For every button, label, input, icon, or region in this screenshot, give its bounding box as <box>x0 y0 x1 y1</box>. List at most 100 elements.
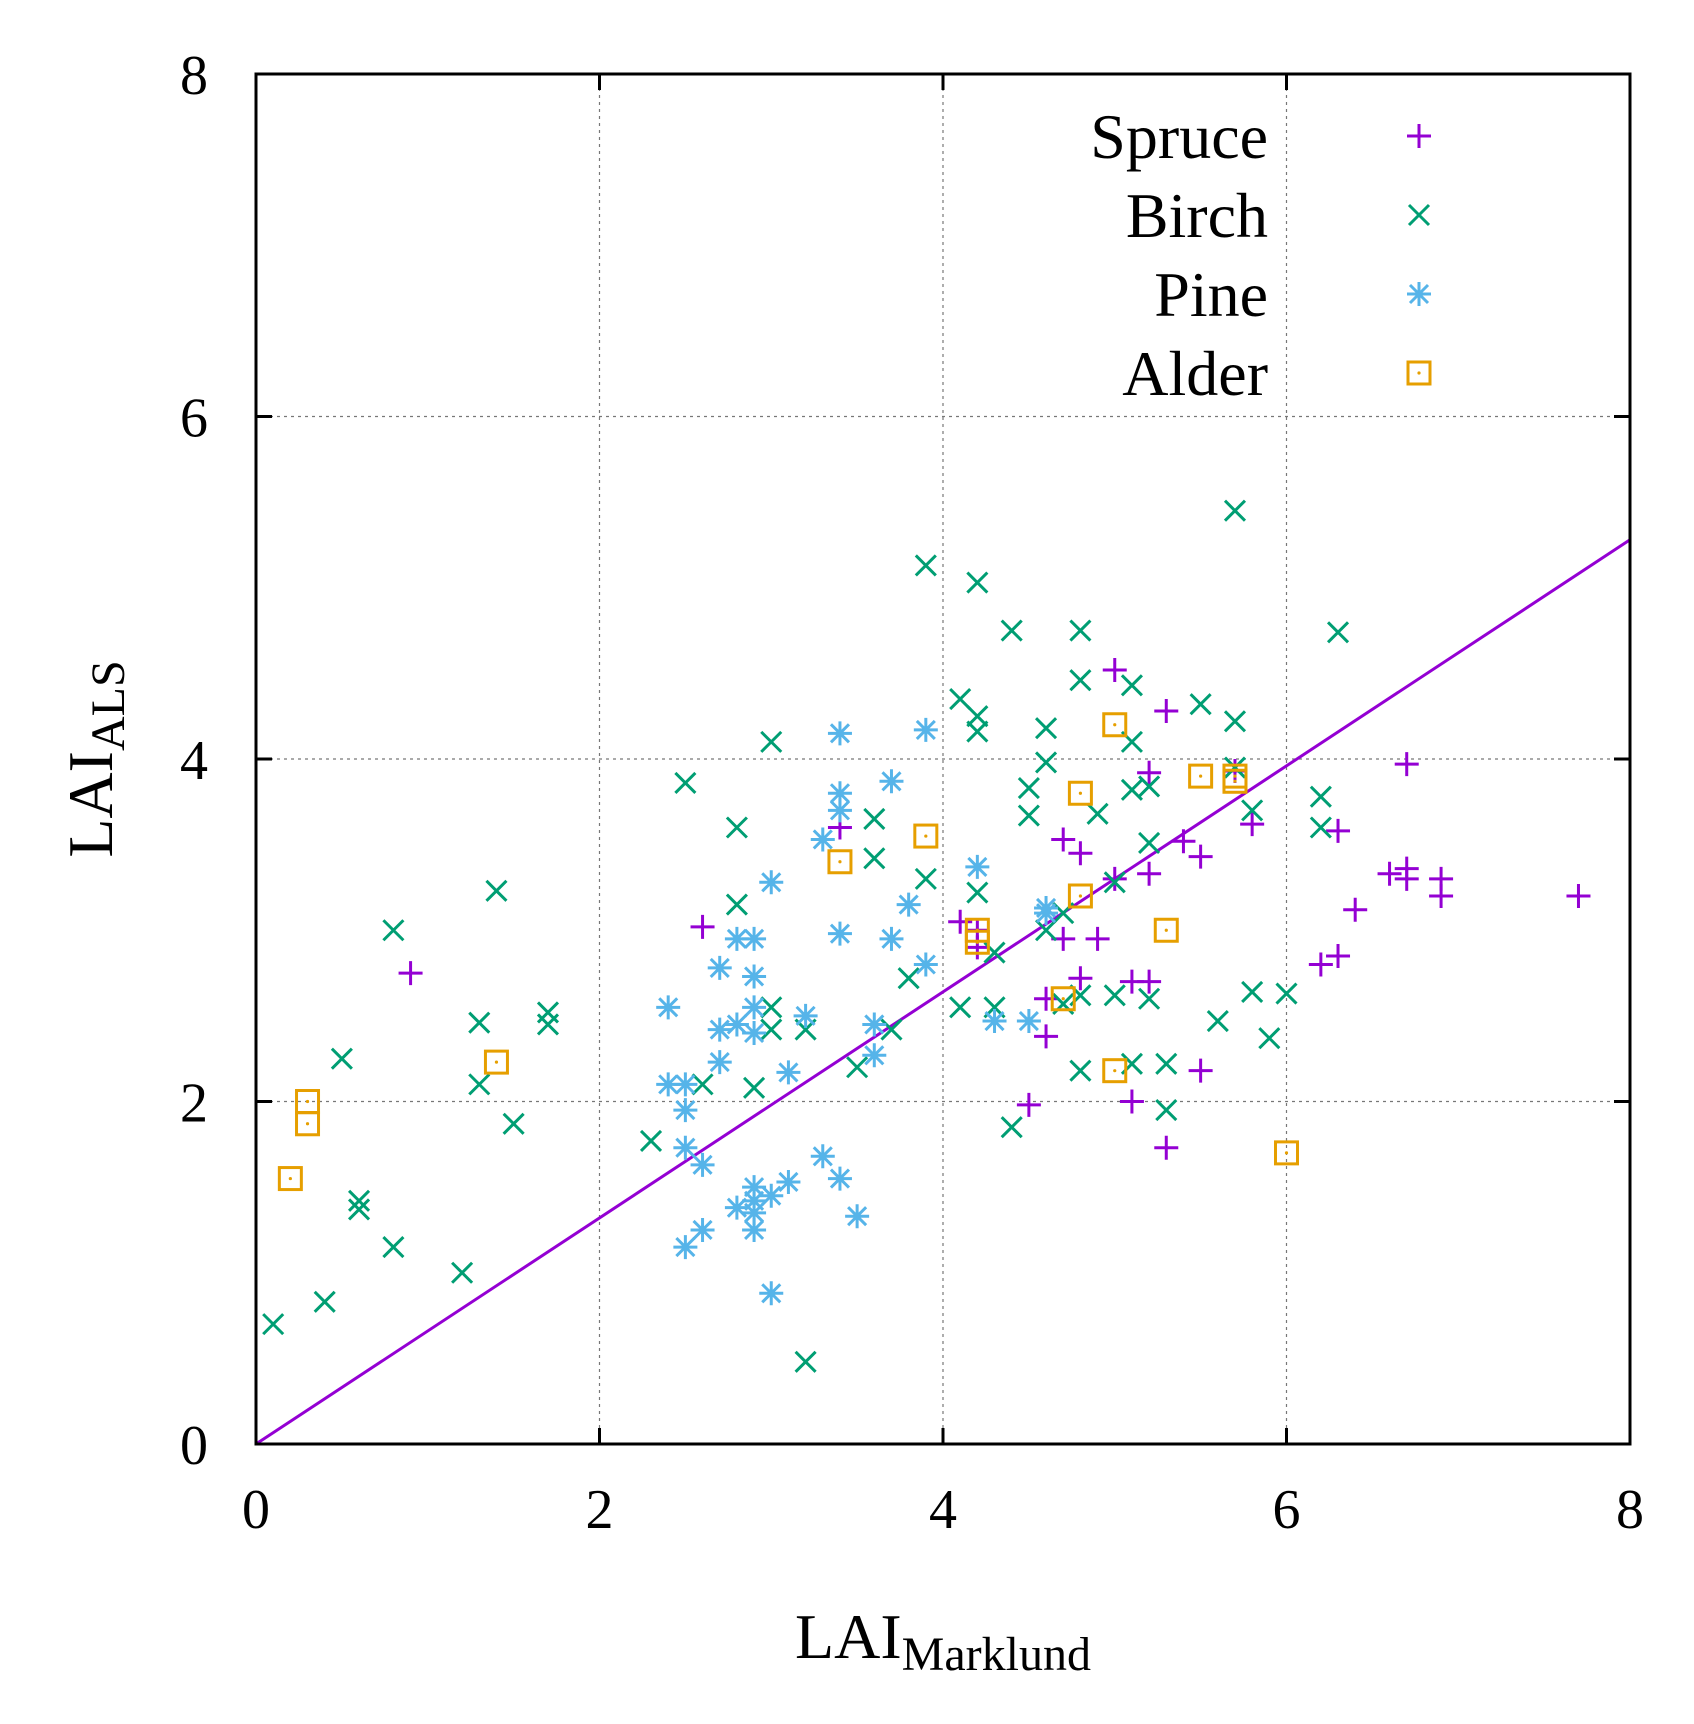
birch-point <box>880 1018 903 1041</box>
birch-point <box>1241 980 1264 1003</box>
pine-point <box>759 1281 784 1306</box>
pine-point <box>742 926 767 951</box>
y-tick-label: 8 <box>180 45 208 107</box>
y-tick-label: 6 <box>180 388 208 450</box>
pine-point <box>656 1072 681 1097</box>
birch-point <box>1138 987 1161 1010</box>
spruce-point <box>1188 844 1213 869</box>
birch-point <box>1155 1052 1178 1075</box>
birch-point <box>760 730 783 753</box>
pine-point <box>742 1217 767 1242</box>
birch-point <box>743 1076 766 1099</box>
spruce-point <box>1343 897 1368 922</box>
birch-point <box>330 1047 353 1070</box>
birch-point <box>347 1198 371 1221</box>
legend-item-spruce: Spruce <box>1090 101 1431 172</box>
fit-line <box>255 538 1631 1446</box>
birch-point <box>1326 621 1350 644</box>
birch-point <box>1189 693 1212 716</box>
pine-point <box>982 1009 1007 1034</box>
birch-point <box>1086 802 1109 825</box>
pine-point <box>896 892 921 917</box>
spruce-point <box>1068 966 1093 991</box>
birch-point <box>760 1018 783 1041</box>
alder-point <box>1188 763 1214 789</box>
pine-point <box>793 1003 818 1028</box>
birch-point <box>966 720 989 743</box>
axis-ticks: 0 2 4 6 8 0 2 4 6 8 <box>180 45 1644 1541</box>
pine-point <box>673 1135 698 1160</box>
pine-point <box>862 1043 887 1068</box>
legend-marker-alder <box>1406 360 1432 386</box>
birch-point <box>914 554 937 577</box>
pine-point <box>776 1169 801 1194</box>
x-tick-label: 8 <box>1616 1479 1644 1541</box>
alder-point <box>1050 986 1076 1012</box>
birch-point <box>1034 919 1058 942</box>
pine-point <box>1016 1009 1041 1034</box>
spruce-point <box>1137 760 1162 785</box>
series-pine <box>656 717 1059 1306</box>
pine-point <box>742 1021 767 1045</box>
birch-point <box>1155 1098 1178 1122</box>
pine-point <box>862 1012 887 1037</box>
pine-point <box>827 721 852 746</box>
legend-marker-pine <box>1407 282 1431 306</box>
spruce-point <box>1171 829 1196 854</box>
legend-item-pine: Pine <box>1154 259 1431 330</box>
alder-point <box>1274 1140 1299 1166</box>
spruce-point <box>1188 1058 1213 1083</box>
pine-point <box>724 1195 749 1220</box>
alder-point <box>913 823 939 849</box>
pine-point <box>879 769 904 794</box>
y-tick-label: 2 <box>180 1073 208 1135</box>
birch-point <box>451 1261 474 1284</box>
spruce-point <box>1085 926 1110 951</box>
pine-point <box>827 921 852 946</box>
spruce-point <box>398 961 423 986</box>
pine-point <box>742 964 767 989</box>
spruce-point <box>1068 841 1093 866</box>
alder-point <box>1153 917 1179 943</box>
pine-point <box>690 1217 715 1242</box>
birch-point <box>1309 785 1332 808</box>
spruce-point <box>1016 1092 1041 1117</box>
birch-point <box>1138 775 1161 798</box>
pine-point <box>707 1050 732 1075</box>
pine-point <box>690 1152 715 1177</box>
birch-point <box>639 1129 663 1152</box>
birch-point <box>502 1112 525 1135</box>
spruce-point <box>1429 884 1454 908</box>
birch-point <box>485 879 508 902</box>
birch-point <box>1069 619 1092 642</box>
birch-point <box>949 996 972 1019</box>
spruce-point <box>1034 1024 1059 1049</box>
birch-point <box>966 881 989 904</box>
birch-point <box>1120 674 1143 697</box>
pine-point <box>965 854 990 879</box>
legend-label: Pine <box>1154 259 1268 330</box>
pine-point <box>810 1144 835 1169</box>
legend-item-alder: Alder <box>1122 338 1432 409</box>
birch-point <box>1034 717 1058 740</box>
birch-point <box>1000 619 1023 642</box>
x-tick-label: 0 <box>242 1479 270 1541</box>
birch-point <box>794 1350 817 1373</box>
birch-point <box>1000 1116 1023 1139</box>
birch-point <box>1069 1059 1092 1082</box>
birch-point <box>1223 499 1247 522</box>
birch-point <box>1206 1009 1229 1033</box>
birch-point <box>1309 816 1332 839</box>
legend-marker-spruce <box>1407 124 1431 148</box>
birch-point <box>1223 710 1247 733</box>
spruce-point <box>1034 986 1059 1011</box>
pine-point <box>656 995 681 1020</box>
alder-point <box>1067 780 1093 806</box>
birch-point <box>1017 777 1040 800</box>
birch-point <box>468 1073 491 1096</box>
x-axis-title: LAIMarklund <box>795 1601 1091 1681</box>
pine-point <box>879 926 904 951</box>
alder-point <box>1222 768 1248 794</box>
pine-point <box>742 1200 767 1225</box>
pine-point <box>845 1204 870 1229</box>
